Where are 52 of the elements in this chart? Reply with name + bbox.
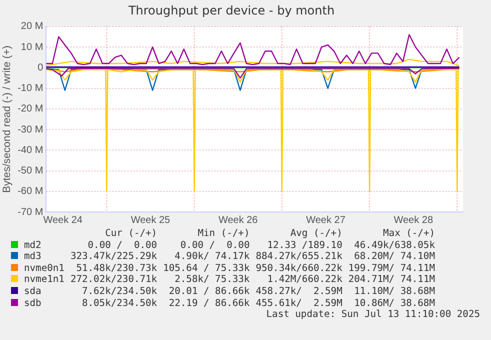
text: 272.02k/230.71k [69,274,158,286]
text: 68.20M/ 74.10M [353,251,436,263]
text: 11.10M/ 38.68M [353,286,436,298]
x-tick-label: Week 28 [394,214,434,226]
text: 10.86M/ 38.68M [353,298,436,310]
text: 204.71M/ 74.11M [347,274,436,286]
y-tick-label: -60 M [18,186,44,198]
y-axis-title: Bytes/second read (-) / write (+) [1,46,14,193]
legend-label: md2 [23,240,42,252]
legend-label: sda [23,286,42,298]
text: 884.27k/655.21k [254,251,344,263]
text: Cur (-/+) [104,228,158,240]
text: 950.34k/660.22k [254,262,344,274]
legend-label: nvme0n1 [23,262,66,274]
text: 46.49k/638.05k [353,240,436,252]
text: 20.01 / 86.66k [168,286,251,298]
x-tick-label: Week 24 [43,214,83,226]
text: Max (-/+) [382,228,436,240]
text: 8.05k/234.50k [80,298,158,310]
text: 51.48k/230.73k [75,262,158,274]
y-tick-label: 0 [38,62,44,74]
text: Min (-/+) [196,228,251,240]
text: Avg (-/+) [289,228,344,240]
legend-label: sdb [23,298,42,310]
legend-label: nvme1n1 [23,274,66,286]
y-tick-label: 20 M [20,21,44,32]
y-tick-label: 10 M [20,42,44,53]
chart-title: Throughput per device - by month [127,3,335,18]
text: 0.00 / 0.00 [86,240,158,252]
text: 458.27k/ 2.59M [254,286,344,298]
text: 1.42M/660.22k [266,274,344,286]
text: 4.90k/ 74.17k [174,251,251,263]
text: 22.19 / 86.66k [168,298,251,310]
y-tick-label: -50 M [18,166,44,177]
text: 323.47k/225.29k [69,251,158,263]
text: 12.33 /189.10 [266,240,344,252]
x-tick-label: Week 26 [218,214,258,226]
text: 199.79M/ 74.11M [347,262,436,274]
y-tick-label: -10 M [18,83,44,94]
text: 0.00 / 0.00 [179,240,251,252]
y-tick-label: -70 M [18,206,44,218]
x-tick-label: Week 25 [130,214,171,226]
text: Last update: Sun Jul 13 11:10:00 2025 [265,309,480,320]
y-tick-label: -40 M [18,144,44,156]
text: 2.58k/ 75.33k [174,274,251,286]
text: 7.62k/234.50k [80,286,158,298]
y-tick-label: -30 M [18,124,44,136]
text: 455.61k/ 2.59M [254,298,344,310]
text: 105.64 / 75.33k [162,262,251,274]
x-tick-label: Week 27 [306,214,346,226]
legend-label: md3 [23,251,42,263]
y-tick-label: -20 M [18,104,44,115]
